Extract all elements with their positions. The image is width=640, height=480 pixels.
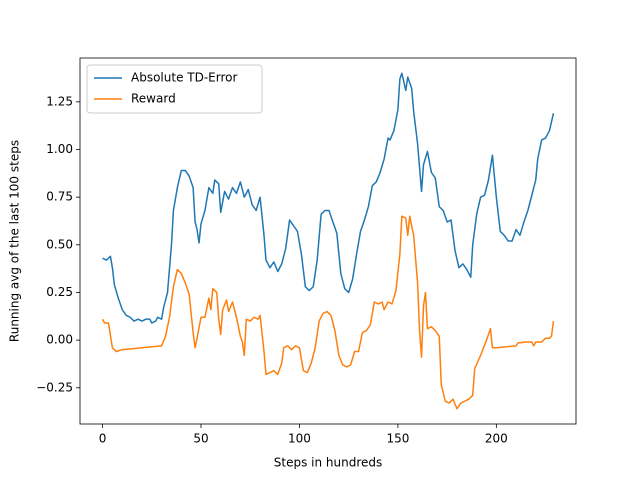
x-tick-label: 0 bbox=[99, 432, 107, 446]
legend-label: Absolute TD-Error bbox=[131, 71, 237, 85]
y-tick-label: 1.25 bbox=[46, 94, 73, 108]
x-tick-label: 100 bbox=[288, 432, 311, 446]
x-tick-label: 150 bbox=[386, 432, 409, 446]
x-tick-label: 200 bbox=[485, 432, 508, 446]
y-tick-label: 1.00 bbox=[46, 142, 73, 156]
data-line bbox=[101, 215, 555, 410]
y-tick-label: −0.25 bbox=[36, 380, 73, 394]
y-tick-label: 0.00 bbox=[46, 333, 73, 347]
data-line bbox=[102, 72, 555, 324]
legend-label: Reward bbox=[131, 92, 176, 106]
plot-frame bbox=[79, 57, 577, 425]
y-tick-label: 0.25 bbox=[46, 285, 73, 299]
y-tick-label: 0.50 bbox=[46, 237, 73, 251]
x-tick-label: 50 bbox=[193, 432, 208, 446]
legend-box bbox=[86, 64, 263, 114]
x-axis-label: Steps in hundreds bbox=[274, 456, 383, 470]
y-tick-label: 0.75 bbox=[46, 190, 73, 204]
y-axis-label: Running avg of the last 100 steps bbox=[8, 140, 22, 342]
